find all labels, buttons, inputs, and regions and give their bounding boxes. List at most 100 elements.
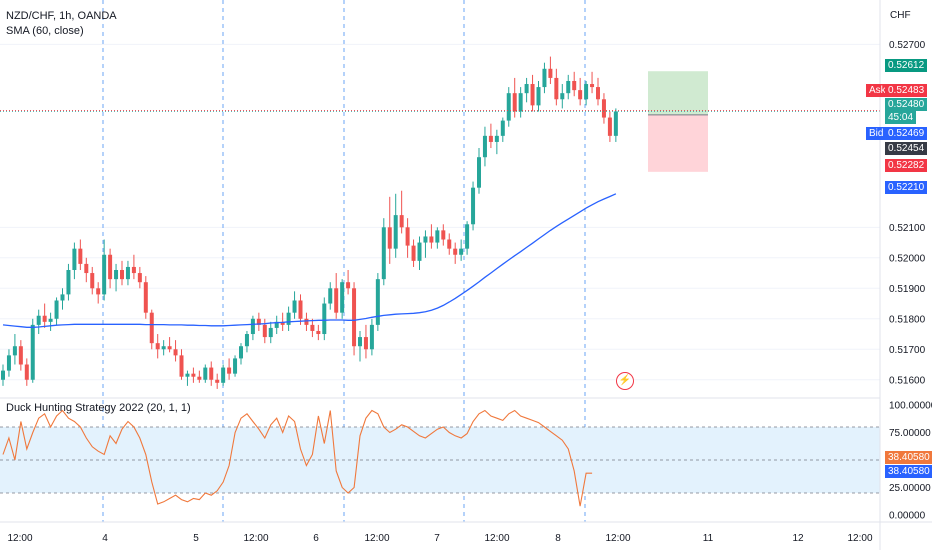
oscillator-pane: [0, 409, 880, 507]
candle-body: [506, 93, 511, 121]
candle-body: [584, 84, 589, 100]
candle-body: [482, 135, 487, 158]
candle: [435, 227, 440, 249]
position-zones: [648, 71, 708, 172]
candle-body: [393, 215, 398, 249]
candle: [149, 309, 154, 350]
candle-body: [596, 87, 600, 100]
candle: [322, 297, 327, 341]
lightning-icon[interactable]: ⚡: [616, 372, 634, 390]
candle: [477, 148, 481, 194]
candle: [173, 340, 178, 362]
candle: [560, 84, 565, 109]
candle: [143, 276, 148, 319]
candle: [203, 364, 208, 383]
candle: [375, 273, 380, 331]
candle-body: [560, 93, 565, 100]
price-tick-label: 0.51900: [889, 284, 926, 295]
candle: [256, 312, 261, 331]
candle: [66, 263, 71, 301]
bar-countdown: 45:04: [885, 111, 917, 124]
candle: [441, 224, 446, 246]
candle: [548, 56, 553, 85]
time-tick-label: 4: [102, 533, 108, 544]
candle: [613, 108, 618, 142]
candle-body: [477, 157, 481, 188]
candle-body: [429, 236, 434, 243]
candle-body: [328, 288, 333, 304]
candle-body: [221, 367, 226, 383]
candle: [114, 263, 119, 292]
sma-price-label: 0.52210: [885, 181, 928, 194]
oscillator-tick-label: 100.00000: [889, 401, 932, 412]
candle-body: [197, 376, 202, 380]
candle-body: [417, 242, 422, 261]
candle: [1, 364, 5, 386]
candle: [262, 318, 267, 344]
candle-body: [346, 282, 351, 289]
candle-body: [518, 93, 523, 112]
time-tick-label: 7: [434, 533, 440, 544]
candle: [18, 340, 23, 371]
candle-body: [352, 288, 357, 347]
candle-body: [542, 68, 547, 88]
stop-loss-price-label: 0.52282: [885, 159, 928, 172]
candle: [488, 123, 493, 149]
candle: [334, 273, 339, 319]
candle-body: [137, 273, 142, 283]
candle: [506, 87, 511, 127]
candle: [96, 282, 101, 304]
time-tick-label: 12:00: [847, 533, 872, 544]
price-tick-label: 0.52000: [889, 253, 926, 264]
candle: [167, 337, 172, 353]
candle: [465, 221, 470, 255]
candle-body: [30, 324, 35, 380]
candle: [369, 318, 374, 356]
take-profit-zone: [648, 71, 708, 115]
candle-body: [161, 346, 166, 350]
candle-body: [292, 300, 297, 313]
candle: [596, 77, 600, 106]
candle: [358, 330, 362, 362]
candle-body: [114, 270, 119, 280]
current-price-label: 0.52454: [885, 142, 928, 155]
candle: [6, 349, 11, 377]
candle: [328, 282, 333, 310]
candle-body: [54, 300, 59, 319]
candle-body: [601, 99, 606, 118]
candle: [399, 190, 404, 234]
candle: [411, 239, 416, 267]
candle-body: [322, 303, 327, 335]
candle-body: [244, 334, 249, 347]
candle-body: [381, 227, 386, 280]
candle-body: [215, 379, 220, 383]
candle: [161, 340, 166, 356]
candle-body: [108, 254, 113, 280]
candle: [536, 80, 541, 112]
candle: [542, 62, 547, 94]
candle: [209, 361, 214, 386]
candle-body: [120, 270, 124, 280]
candle-body: [590, 84, 595, 88]
candle-body: [12, 346, 17, 356]
price-tick-label: 0.51800: [889, 314, 926, 325]
candle: [512, 77, 517, 118]
time-tick-label: 5: [193, 533, 199, 544]
last-price-label: 0.52480: [885, 98, 928, 111]
oscillator-value-label: 38.40580: [885, 451, 932, 464]
candle-body: [524, 84, 529, 94]
candle-body: [607, 117, 612, 136]
candle-body: [423, 236, 428, 243]
candle: [215, 373, 220, 389]
candle-body: [340, 282, 345, 313]
candle-body: [256, 318, 261, 325]
candle-body: [143, 282, 148, 313]
time-tick-label: 11: [703, 533, 714, 544]
candle: [221, 364, 226, 386]
candle-body: [149, 312, 154, 344]
currency-label[interactable]: CHF: [890, 10, 911, 21]
candle-body: [572, 80, 577, 91]
candle-body: [465, 224, 470, 249]
candle: [494, 129, 499, 155]
